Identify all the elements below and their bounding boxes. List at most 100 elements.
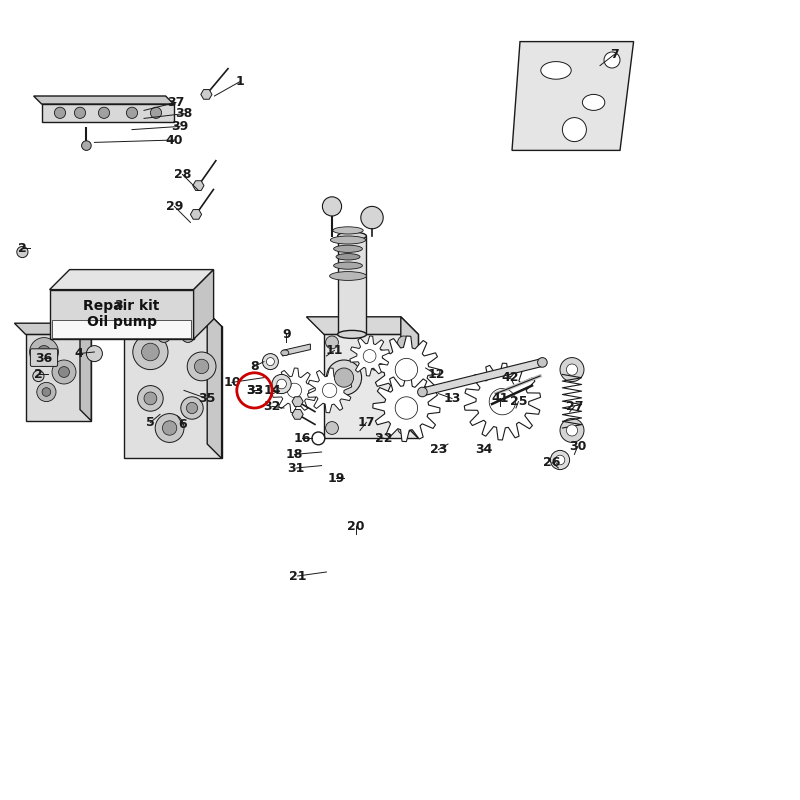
Text: 3: 3	[114, 299, 122, 312]
Text: 7: 7	[610, 48, 618, 61]
Polygon shape	[350, 336, 390, 376]
Ellipse shape	[338, 232, 366, 240]
Text: 22: 22	[375, 432, 393, 445]
Circle shape	[187, 352, 216, 381]
Polygon shape	[14, 323, 91, 334]
Polygon shape	[26, 334, 91, 421]
Text: 28: 28	[174, 168, 191, 181]
Circle shape	[326, 422, 338, 434]
Circle shape	[560, 418, 584, 442]
Polygon shape	[193, 181, 204, 190]
Text: 20: 20	[347, 520, 365, 533]
Circle shape	[17, 246, 28, 258]
Polygon shape	[110, 312, 222, 326]
Text: 6: 6	[178, 418, 186, 430]
Polygon shape	[373, 374, 440, 442]
Text: 23: 23	[430, 443, 447, 456]
Circle shape	[58, 366, 70, 378]
Text: 5: 5	[146, 416, 154, 429]
Text: 31: 31	[287, 462, 305, 474]
Ellipse shape	[418, 387, 427, 397]
Polygon shape	[34, 96, 174, 104]
Polygon shape	[282, 344, 310, 356]
Circle shape	[395, 358, 418, 381]
Circle shape	[322, 197, 342, 216]
Text: 12: 12	[427, 368, 445, 381]
Circle shape	[42, 388, 50, 396]
Ellipse shape	[333, 227, 363, 234]
Polygon shape	[292, 397, 303, 406]
Polygon shape	[50, 290, 194, 339]
Circle shape	[334, 368, 354, 387]
Polygon shape	[201, 90, 212, 99]
Text: 8: 8	[250, 360, 258, 373]
Text: 34: 34	[475, 443, 493, 456]
Circle shape	[566, 364, 578, 375]
Circle shape	[395, 397, 418, 419]
Text: 25: 25	[510, 395, 527, 408]
Ellipse shape	[582, 94, 605, 110]
Text: 11: 11	[326, 344, 343, 357]
Circle shape	[52, 360, 76, 384]
Circle shape	[562, 118, 586, 142]
Polygon shape	[422, 358, 542, 396]
Text: 40: 40	[166, 134, 183, 146]
Circle shape	[566, 425, 578, 436]
Bar	[338, 236, 366, 334]
Text: 39: 39	[171, 120, 189, 133]
Circle shape	[181, 397, 203, 419]
Circle shape	[185, 333, 191, 339]
Circle shape	[560, 358, 584, 382]
Text: 41: 41	[491, 392, 509, 405]
Polygon shape	[190, 210, 202, 219]
Circle shape	[30, 338, 58, 366]
Ellipse shape	[538, 358, 547, 367]
Polygon shape	[42, 104, 174, 122]
Circle shape	[490, 389, 516, 414]
Text: 33: 33	[246, 384, 263, 397]
Circle shape	[194, 359, 209, 374]
Ellipse shape	[334, 245, 362, 253]
Circle shape	[74, 107, 86, 118]
Polygon shape	[50, 270, 214, 290]
Polygon shape	[512, 42, 634, 150]
Circle shape	[322, 383, 337, 398]
Bar	[52, 320, 191, 338]
Circle shape	[133, 334, 168, 370]
Text: 29: 29	[166, 200, 183, 213]
Circle shape	[38, 346, 50, 358]
Polygon shape	[272, 368, 317, 413]
Polygon shape	[464, 363, 541, 440]
Text: 18: 18	[286, 448, 303, 461]
Circle shape	[54, 107, 66, 118]
Text: 2: 2	[34, 368, 42, 381]
Polygon shape	[306, 317, 418, 334]
Text: Repair kit: Repair kit	[83, 298, 160, 313]
Polygon shape	[307, 368, 352, 413]
Circle shape	[277, 379, 286, 389]
Ellipse shape	[338, 330, 366, 338]
Circle shape	[604, 52, 620, 68]
Circle shape	[162, 421, 177, 435]
Circle shape	[312, 432, 325, 445]
Circle shape	[138, 386, 163, 411]
Circle shape	[326, 360, 362, 395]
Circle shape	[182, 330, 194, 342]
Text: 4: 4	[74, 347, 82, 360]
Circle shape	[150, 107, 162, 118]
Circle shape	[126, 107, 138, 118]
Circle shape	[361, 206, 383, 229]
Circle shape	[142, 343, 159, 361]
Text: 17: 17	[358, 416, 375, 429]
Text: 2: 2	[18, 242, 26, 254]
Circle shape	[262, 354, 278, 370]
Circle shape	[33, 370, 44, 382]
Circle shape	[144, 392, 157, 405]
Circle shape	[37, 382, 56, 402]
Text: 33: 33	[246, 384, 263, 397]
Text: 21: 21	[289, 570, 306, 582]
Ellipse shape	[336, 254, 360, 260]
Text: 13: 13	[443, 392, 461, 405]
Circle shape	[287, 383, 302, 398]
Polygon shape	[324, 334, 418, 438]
